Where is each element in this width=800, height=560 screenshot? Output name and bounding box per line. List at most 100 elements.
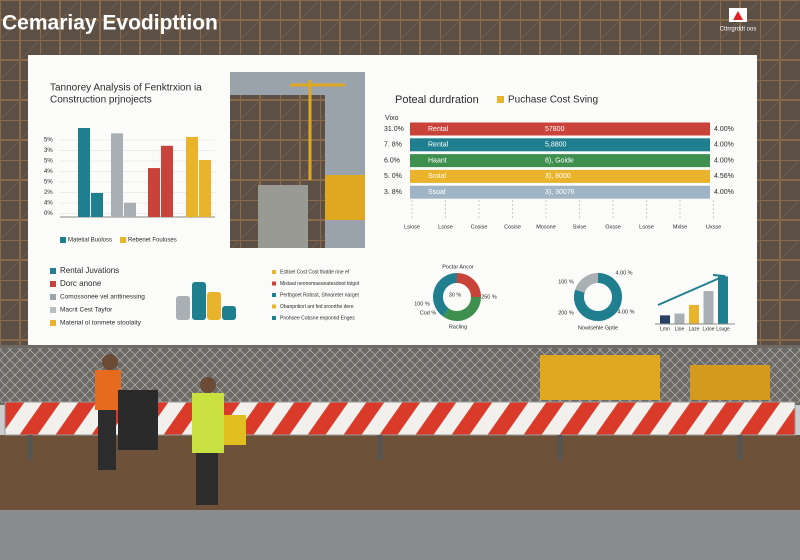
list-swatch [50,320,56,326]
row-bar [410,138,710,152]
donut-label: 250 % [481,294,497,300]
x-label: Gxsse [605,224,621,230]
list-label: Dorc anone [60,279,102,288]
y-tick-label: 5% [44,180,53,186]
list-label: Comossonee vel anttinessing [60,294,145,301]
bar [660,315,670,324]
x-label: Lloe [675,326,685,332]
x-label: Cosise [471,224,488,230]
row-left: 5. 0% [384,173,402,180]
bar [91,192,103,217]
bar [111,133,123,217]
row-bar [410,154,710,168]
logo-mark [733,11,743,20]
row-middle: 5,8800 [545,142,567,149]
donut-label: 30 % [449,292,462,298]
y-tick-label: 0% [44,211,53,217]
note-swatch [272,293,276,297]
row-right: 4.00% [714,142,734,149]
x-label: Lsiose [404,224,420,230]
row-left: 7. 8% [384,142,402,149]
row-name: Haant [428,157,447,164]
row-left: 31.0% [384,126,404,133]
right-title: Poteal durdration [395,94,479,106]
donut-segment [433,273,458,317]
bar [161,145,173,217]
note-swatch [272,304,276,309]
donut-label: 200 % [558,310,574,316]
note-label: Pnohsee Cobsne enponnd Enges [280,315,355,321]
x-label: Laze [689,326,700,332]
donut-segment [574,273,622,321]
list-swatch [50,268,56,274]
header-title: Cemariay Evodipttion [2,12,218,35]
note-label: Mistaal neonomaeanatesdoot tnigot [280,281,360,287]
x-label: Lsose [438,224,453,230]
donut-label: Poctar Ancor [442,264,474,270]
row-middle: 3), 30076 [545,189,575,196]
bar [703,291,714,324]
donut-segment [456,273,481,298]
note-swatch [272,270,276,274]
row-name: Ssoal [428,189,446,196]
legend-label: Rebenet Fouloses [128,238,177,244]
note-label: Pertbgoet Robsst, Shnareter narget [280,292,360,298]
donut-label: Racling [449,324,467,330]
column-label: Vixo [385,115,399,122]
bar [124,202,136,217]
donut-label: 100 % [414,301,430,307]
bar [674,313,685,324]
row-middle: 57800 [545,126,565,133]
row-right: 4.00% [714,157,734,164]
note-swatch [272,316,276,320]
y-tick-label: 4% [44,169,53,175]
donut-label: 100 % [558,279,574,285]
left-title: Construction prjnojects [50,95,152,106]
header-badge: Cttrrgrddt oos [720,27,757,33]
x-label: Mxlse [673,224,687,230]
x-label: Mosone [536,224,556,230]
y-tick-label: 5% [44,159,53,165]
photo-wall [258,185,308,248]
note-label: Esttoel Cost Cost thatde rine ef [280,269,350,275]
row-bar [410,185,710,199]
row-middle: 8), Goide [545,157,574,164]
machine [690,365,770,400]
row-name: Rental [428,142,449,149]
donut-segment [442,296,481,321]
row-bar [410,122,710,136]
list-swatch [50,281,56,287]
row-name: Rental [428,126,449,133]
bar [78,128,90,217]
coins-icon [176,282,236,320]
row-left: 6.0% [384,157,400,164]
donut-label: Nowlsehle Gptie [578,325,618,331]
worker [95,354,158,470]
bar [199,160,211,217]
donut-label: 4.00 % [615,270,632,276]
y-tick-label: 5% [44,138,53,144]
legend-swatch [497,96,504,103]
row-name: Sroial [428,173,446,180]
legend-swatch [60,237,66,243]
legend-label: Puchase Cost Sving [508,95,598,106]
bar [186,136,198,217]
row-middle: 3), 8000 [545,173,571,180]
row-right: 4.56% [714,173,734,180]
row-right: 4.00% [714,126,734,133]
note-swatch [272,281,276,286]
donut-segment [575,273,599,294]
x-label: Lsose [639,224,654,230]
x-label: Lmn [660,326,670,332]
x-label: Lxloe [703,326,715,332]
legend-swatch [120,237,126,243]
list-label: Material ol tonmete stoolaity [60,320,142,327]
y-tick-label: 4% [44,201,53,207]
x-label: Sxise [573,224,586,230]
donut-label: Cod % [420,310,437,316]
list-swatch [50,294,56,300]
row-left: 3. 8% [384,189,402,196]
bar [148,168,160,217]
photo-crane [290,80,345,180]
